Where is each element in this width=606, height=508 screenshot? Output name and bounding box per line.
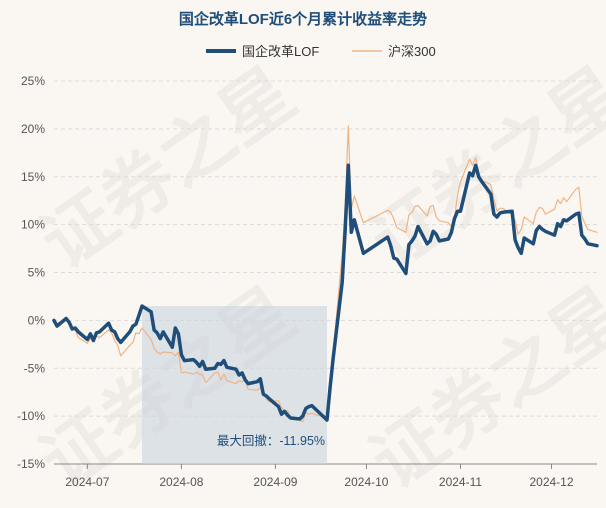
series-line-fund xyxy=(52,163,599,422)
x-tick-label: 2024-08 xyxy=(159,475,203,489)
x-tick-label: 2024-10 xyxy=(344,475,388,489)
x-tick-label: 2024-12 xyxy=(529,475,573,489)
legend-item-csi300[interactable]: 沪深300 xyxy=(352,44,436,59)
y-tick-label: -15% xyxy=(17,457,45,471)
x-tick-label: 2024-07 xyxy=(65,475,109,489)
legend-item-fund[interactable]: 国企改革LOF xyxy=(206,44,319,59)
y-axis: 25% 20% 15% 10% 5% 0% -5% -10% -15% xyxy=(17,74,45,471)
chart-title: 国企改革LOF近6个月累计收益率走势 xyxy=(179,10,427,28)
y-tick-label: 15% xyxy=(21,170,45,184)
x-axis: 2024-07 2024-08 2024-09 2024-10 2024-11 2024-… xyxy=(54,463,597,489)
series-lines xyxy=(52,125,599,423)
legend: 国企改革LOF 沪深300 xyxy=(206,44,436,59)
y-tick-label: 0% xyxy=(28,313,46,327)
max-drawdown: 最大回撤：-11.95% xyxy=(141,306,328,464)
y-tick-label: 25% xyxy=(21,74,45,88)
y-tick-label: 5% xyxy=(28,266,46,280)
x-tick-label: 2024-11 xyxy=(439,475,482,489)
x-tick-label: 2024-09 xyxy=(253,475,297,489)
legend-label-csi300: 沪深300 xyxy=(388,44,436,59)
legend-label-fund: 国企改革LOF xyxy=(242,44,319,59)
drawdown-area xyxy=(141,306,328,464)
y-tick-label: 10% xyxy=(21,218,45,232)
y-tick-label: 20% xyxy=(21,122,45,136)
y-tick-label: -10% xyxy=(17,409,45,423)
y-tick-label: -5% xyxy=(24,361,46,375)
drawdown-label: 最大回撤：-11.95% xyxy=(217,433,325,448)
